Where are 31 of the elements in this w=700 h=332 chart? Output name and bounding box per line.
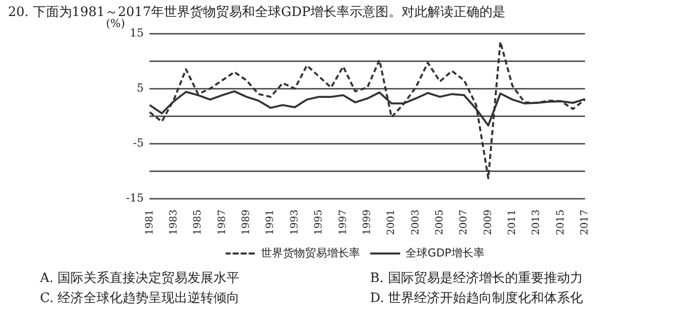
y-tick-label: -5 <box>132 136 144 150</box>
x-tick-label: 2007 <box>458 210 470 236</box>
x-tick-label: 2015 <box>555 210 566 236</box>
text: A. 国际关系直接决定贸易发展水平 <box>40 270 241 287</box>
text: D. 世界经济开始趋向制度化和体系化 <box>370 290 584 307</box>
x-tick-label: 1985 <box>192 210 204 236</box>
x-tick-label: 1995 <box>314 210 325 236</box>
x-tick-label: 1993 <box>289 210 300 236</box>
legend-label: 全球GDP增长率 <box>406 246 484 260</box>
y-tick-label: 15 <box>130 26 144 40</box>
x-tick-label: 2001 <box>386 210 398 236</box>
legend-label: 世界货物贸易增长率 <box>261 246 360 260</box>
x-tick-label: 2017 <box>580 210 591 236</box>
y-tick-label: 5 <box>136 81 144 94</box>
x-tick-label: 2013 <box>531 210 542 236</box>
y-tick-label: -15 <box>126 191 144 204</box>
text: B. 国际贸易是经济增长的重要推动力 <box>370 270 584 287</box>
x-tick-label: 2005 <box>434 210 446 236</box>
x-tick-label: 1989 <box>241 210 252 236</box>
y-axis-title: (%) <box>106 17 126 30</box>
text: C. 经济全球化趋势呈现出逆转倾向 <box>40 290 241 307</box>
x-tick-label: 1987 <box>216 210 228 236</box>
x-tick-label: 1991 <box>265 210 276 236</box>
x-tick-label: 2009 <box>482 210 494 236</box>
x-tick-label: 2003 <box>410 210 422 236</box>
x-tick-label: 2011 <box>507 210 518 236</box>
chart-title: 20. 下面为1981～2017年世界货物贸易和全球GDP增长率示意图。对此解读正确的是 <box>7 4 507 20</box>
x-tick-label: 1999 <box>362 210 373 236</box>
x-tick-label: 1983 <box>168 210 180 236</box>
x-tick-label: 1997 <box>338 210 349 236</box>
x-tick-label: 1981 <box>144 210 156 236</box>
